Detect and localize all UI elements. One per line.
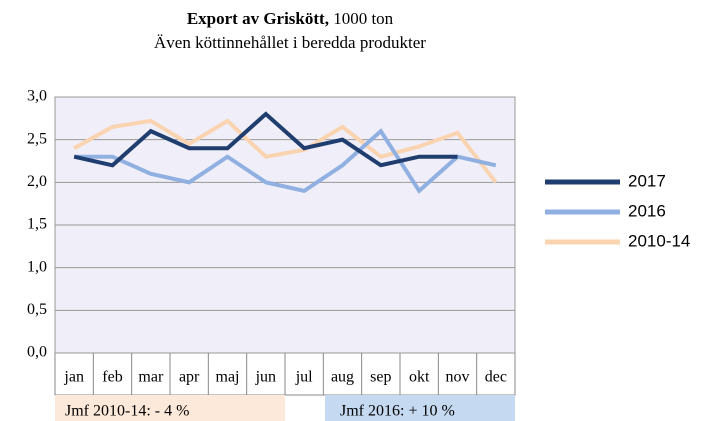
x-tick-label: aug: [331, 369, 354, 386]
title-unit: 1000 ton: [333, 9, 393, 28]
chart-subtitle: Även köttinnehållet i beredda produkter: [154, 33, 426, 52]
x-tick-label: maj: [216, 369, 240, 386]
y-tick-label: 3,0: [27, 88, 47, 105]
x-tick-label: okt: [409, 369, 430, 386]
y-tick-label: 2,0: [27, 173, 47, 190]
annotation: Jmf 2010-14: - 4 %: [65, 403, 189, 420]
series-line: [73, 111, 458, 168]
y-tick-label: 1,0: [27, 258, 47, 275]
x-tick-label: jun: [255, 369, 276, 386]
legend-label: 2010-14: [628, 231, 690, 250]
x-tick-label: nov: [446, 369, 470, 386]
title-bold: Export av Griskött,: [187, 9, 329, 28]
annotation: Jmf 2016: + 10 %: [340, 403, 455, 420]
legend-label: 2017: [628, 171, 666, 190]
x-tick-label: jul: [295, 369, 313, 386]
y-tick-label: 1,5: [27, 216, 47, 233]
x-tick-label: sep: [370, 369, 391, 386]
x-tick-label: dec: [485, 369, 507, 386]
chart-title: Export av Griskött, 1000 ton: [187, 9, 394, 28]
x-tick-label: apr: [179, 369, 200, 386]
annotation-box: [55, 395, 285, 421]
y-tick-label: 0,0: [27, 344, 47, 361]
legend-label: 2016: [628, 201, 666, 220]
series-line: [74, 128, 497, 194]
y-tick-label: 0,5: [27, 301, 47, 318]
annotation-box: [325, 395, 515, 421]
y-tick-label: 2,5: [27, 130, 47, 147]
series-line: [73, 118, 498, 184]
x-tick-label: mar: [138, 369, 164, 386]
x-tick-label: feb: [102, 369, 122, 386]
x-tick-label: jan: [63, 369, 84, 386]
